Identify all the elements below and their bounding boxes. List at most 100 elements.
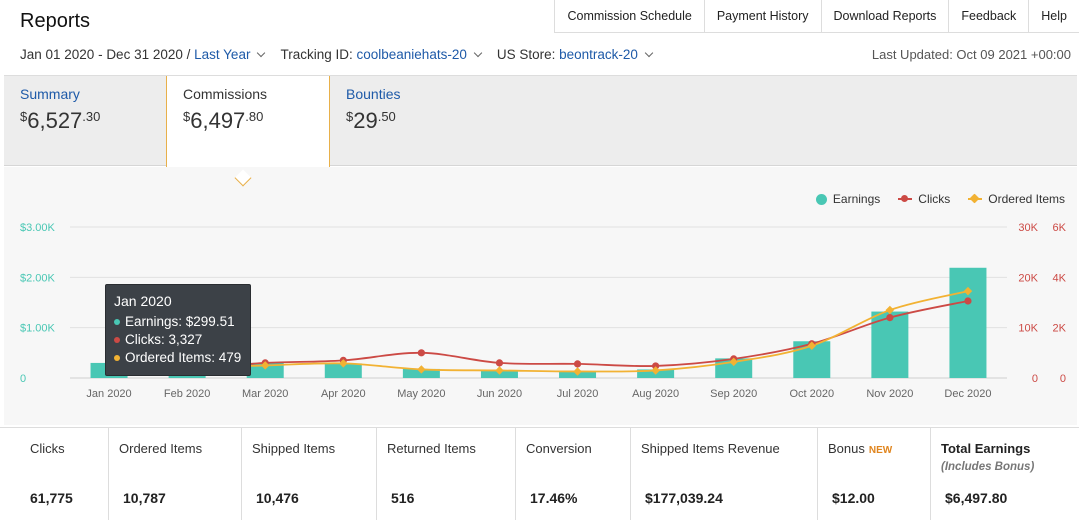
chevron-down-icon[interactable] [644,48,654,58]
metric-ordered-label: Ordered Items [119,441,203,456]
date-range-text: Jan 01 2020 - Dec 31 2020 / [20,47,191,62]
clicks-point [495,359,504,367]
clicks-line-icon [898,195,913,202]
metric-shipped-items: Shipped Items 10,476 [241,428,376,520]
metric-returned-value: 516 [391,490,415,506]
tab-summary[interactable]: Summary $6,527.30 [4,76,166,167]
metric-total-earnings: Total Earnings (Includes Bonus) $6,497.8… [930,428,1079,520]
chart-legend: Earnings Clicks Ordered Items [798,192,1065,206]
clicks-point [652,362,660,370]
payment-history-link[interactable]: Payment History [703,0,821,33]
metric-conversion: Conversion 17.46% [515,428,630,520]
metric-ordered-items: Ordered Items 10,787 [108,428,241,520]
earnings-bar [324,363,362,378]
tab-summary-amount: $6,527.30 [20,108,101,133]
filter-bar: Jan 01 2020 - Dec 31 2020 / Last Year Tr… [20,47,668,62]
metric-shipped-value: 10,476 [256,490,299,506]
x-tick-label: Jul 2020 [557,388,599,400]
date-preset-dropdown[interactable]: Last Year [194,47,251,62]
metric-total-value: $6,497.80 [945,490,1008,506]
metric-shipped-revenue: Shipped Items Revenue $177,039.24 [630,428,817,520]
tab-bounties[interactable]: Bounties $29.50 [330,76,500,167]
x-tick-label: Aug 2020 [632,388,679,400]
tooltip-clicks: Clicks: 3,327 [114,332,242,347]
metric-conversion-value: 17.46% [530,490,578,506]
ordered-items-point [573,367,582,376]
tracking-id-dropdown[interactable]: coolbeaniehats-20 [356,47,467,62]
download-reports-link[interactable]: Download Reports [820,0,949,33]
tooltip-earnings: Earnings: $299.51 [114,314,242,329]
x-tick-label: Nov 2020 [866,388,913,400]
chevron-down-icon[interactable] [257,48,266,58]
ordered-items-line-icon [968,193,983,204]
store-dropdown[interactable]: beontrack-20 [559,47,638,62]
commission-schedule-link[interactable]: Commission Schedule [567,9,692,23]
tooltip-title: Jan 2020 [114,293,172,309]
metric-clicks-label: Clicks [30,441,65,456]
last-updated-text: Last Updated: Oct 09 2021 +00:00 [871,47,1071,62]
earnings-bar [871,311,909,378]
y-right-clicks-tick-label: 10K [1018,323,1038,335]
metric-clicks-value: 61,775 [30,490,73,506]
x-tick-label: Dec 2020 [944,388,991,400]
legend-ordered-label: Ordered Items [988,192,1065,206]
metric-returned-label: Returned Items [387,441,476,456]
x-tick-label: Jan 2020 [86,388,131,400]
x-tick-label: Oct 2020 [789,388,834,400]
feedback-link[interactable]: Feedback [948,0,1028,33]
clicks-point [964,297,972,305]
earnings-dot-icon [815,193,827,205]
legend-clicks-label: Clicks [918,192,951,206]
legend-earnings-label: Earnings [832,192,881,206]
legend-clicks[interactable]: Clicks [898,192,950,206]
y-right-ordered-tick-label: 2K [1053,323,1067,335]
x-tick-label: Sep 2020 [710,388,757,400]
chart-tooltip: Jan 2020 Earnings: $299.51 Clicks: 3,327… [105,284,251,376]
y-left-tick-label: $1.00K [20,323,56,335]
x-tick-label: Jun 2020 [477,388,522,400]
y-right-ordered-tick-label: 0 [1060,373,1066,385]
y-right-clicks-tick-label: 20K [1018,272,1038,284]
y-right-ordered-tick-label: 6K [1053,222,1067,234]
clicks-point [573,360,582,368]
metric-bonus-label: Bonus NEW [828,441,893,456]
x-tick-label: Mar 2020 [242,388,288,400]
tooltip-ordered: Ordered Items: 479 [114,350,242,365]
legend-ordered-items[interactable]: Ordered Items [968,192,1065,206]
tab-commissions-label: Commissions [183,86,268,102]
tab-commissions[interactable]: Commissions $6,497.80 [166,76,330,173]
metric-total-label: Total Earnings [941,441,1031,456]
help-link[interactable]: Help [1028,0,1079,33]
y-left-tick-label: $2.00K [20,272,56,284]
earnings-bar [949,267,987,378]
metrics-bar: Clicks 61,775 Ordered Items 10,787 Shipp… [0,427,1079,520]
metric-total-sub: (Includes Bonus) [941,461,1035,473]
ordered-items-point [260,361,270,370]
page-title: Reports [20,10,91,32]
chevron-down-icon[interactable] [473,48,483,58]
metric-returned-items: Returned Items 516 [376,428,515,520]
metric-revenue-label: Shipped Items Revenue [641,441,780,456]
metric-bonus-value: $12.00 [832,490,875,506]
clicks-point [886,314,894,322]
ordered-items-line [109,290,969,373]
tracking-id-label: Tracking ID: [280,47,353,62]
tab-commissions-amount: $6,497.80 [183,108,264,133]
tab-summary-label: Summary [20,86,80,102]
earnings-bar [246,362,284,378]
y-left-tick-label: 0 [20,373,26,385]
metric-bonus: Bonus NEW $12.00 [817,428,930,520]
report-tabs: Summary $6,527.30 Commissions $6,497.80 … [4,75,1077,173]
metric-revenue-value: $177,039.24 [645,490,723,506]
tab-bounties-amount: $29.50 [346,108,396,133]
x-tick-label: Feb 2020 [164,388,210,400]
metric-ordered-value: 10,787 [123,490,166,506]
x-tick-label: Apr 2020 [321,388,366,400]
tab-bounties-label: Bounties [346,86,401,102]
top-nav: Commission Schedule Payment History Down… [554,0,1079,33]
y-right-ordered-tick-label: 4K [1053,272,1067,284]
y-right-clicks-tick-label: 0 [1032,373,1038,385]
legend-earnings[interactable]: Earnings [815,192,881,206]
y-left-tick-label: $3.00K [20,222,56,234]
report-header: Reports Commission Schedule Payment Hist… [0,0,1079,84]
